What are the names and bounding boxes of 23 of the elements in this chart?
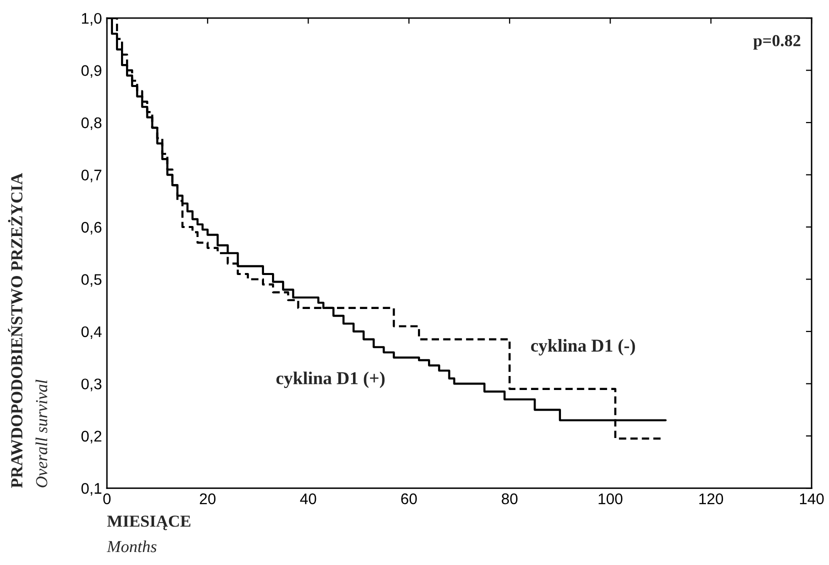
y-tick-label: 0,4 bbox=[81, 326, 102, 339]
x-tick-label: 100 bbox=[598, 493, 622, 504]
y-axis-title: PRAWDOPODOBIEŃSTWO PRZEŻYCIA Overall survival bbox=[8, 172, 48, 488]
y-tick-label: 0,8 bbox=[81, 117, 102, 130]
y-tick-label: 0,7 bbox=[81, 170, 102, 182]
y-tick-label: 0,6 bbox=[81, 222, 102, 234]
y-tick-label: 0,9 bbox=[81, 65, 102, 78]
x-tick-label: 120 bbox=[699, 493, 724, 504]
series-label: cyklina D1 (-) bbox=[531, 339, 635, 356]
x-tick-label: 0 bbox=[103, 493, 111, 504]
x-tick-label: 60 bbox=[401, 493, 417, 504]
x-tick-label: 20 bbox=[200, 493, 216, 504]
y-tick-label: 0,5 bbox=[81, 274, 102, 287]
y-tick-label: 0,1 bbox=[81, 483, 102, 496]
x-tick-label: 40 bbox=[300, 493, 316, 504]
x-tick-label: 80 bbox=[502, 493, 518, 504]
y-tick-label: 0,3 bbox=[81, 378, 102, 392]
series-label: cyklina D1 (+) bbox=[276, 372, 385, 388]
annotation: p=0.82 bbox=[753, 35, 800, 50]
x-axis-title: MIESIĄCE Months bbox=[106, 516, 190, 552]
x-tick-label: 140 bbox=[800, 493, 824, 504]
y-tick-label: 1,0 bbox=[82, 12, 102, 26]
y-tick-label: 0,2 bbox=[81, 430, 102, 444]
